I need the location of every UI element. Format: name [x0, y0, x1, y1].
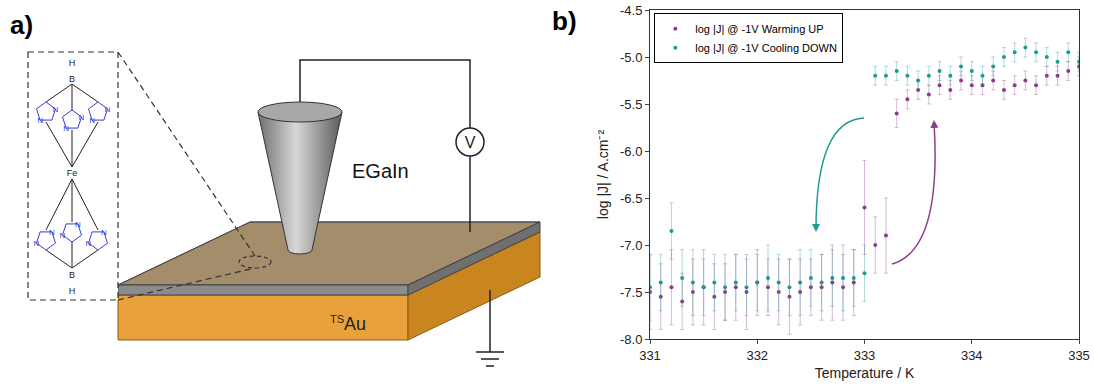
svg-text:334: 334: [961, 348, 983, 363]
svg-text:N: N: [101, 228, 107, 237]
svg-text:-5.0: -5.0: [620, 50, 642, 65]
svg-text:333: 333: [854, 348, 876, 363]
svg-text:-4.5: -4.5: [620, 3, 642, 18]
svg-text:-6.5: -6.5: [620, 191, 642, 206]
svg-text:Fe: Fe: [67, 168, 78, 178]
svg-text:N: N: [79, 113, 85, 122]
svg-text:log |J| @ -1V Warming UP: log |J| @ -1V Warming UP: [695, 23, 823, 35]
svg-text:log |J| / A.cm⁻²: log |J| / A.cm⁻²: [595, 130, 611, 220]
svg-text:331: 331: [639, 348, 661, 363]
svg-text:V: V: [465, 134, 476, 151]
svg-text:N: N: [86, 239, 92, 248]
svg-text:H: H: [69, 286, 76, 296]
svg-text:Temperature / K: Temperature / K: [815, 365, 915, 381]
svg-text:N: N: [34, 239, 40, 248]
svg-text:N: N: [49, 228, 55, 237]
svg-text:N: N: [60, 231, 66, 240]
svg-text:335: 335: [1068, 348, 1090, 363]
svg-text:-5.5: -5.5: [620, 97, 642, 112]
svg-text:N: N: [63, 124, 69, 133]
svg-text:-7.0: -7.0: [620, 238, 642, 253]
svg-text:N: N: [75, 220, 81, 229]
svg-text:B: B: [69, 74, 75, 84]
svg-text:N: N: [105, 105, 111, 114]
svg-text:332: 332: [746, 348, 768, 363]
svg-text:B: B: [69, 270, 75, 280]
svg-text:-7.5: -7.5: [620, 285, 642, 300]
svg-text:TSAu: TSAu: [330, 313, 366, 334]
svg-text:a): a): [10, 10, 33, 40]
svg-text:-6.0: -6.0: [620, 144, 642, 159]
svg-text:H: H: [69, 58, 76, 68]
svg-text:N: N: [53, 105, 59, 114]
svg-text:N: N: [89, 116, 95, 125]
svg-text:N: N: [37, 116, 43, 125]
svg-text:EGaIn: EGaIn: [352, 160, 409, 182]
html-text:b): b): [552, 6, 577, 36]
svg-text:-8.0: -8.0: [620, 332, 642, 347]
svg-text:log |J| @ -1V Cooling DOWN: log |J| @ -1V Cooling DOWN: [695, 42, 837, 54]
